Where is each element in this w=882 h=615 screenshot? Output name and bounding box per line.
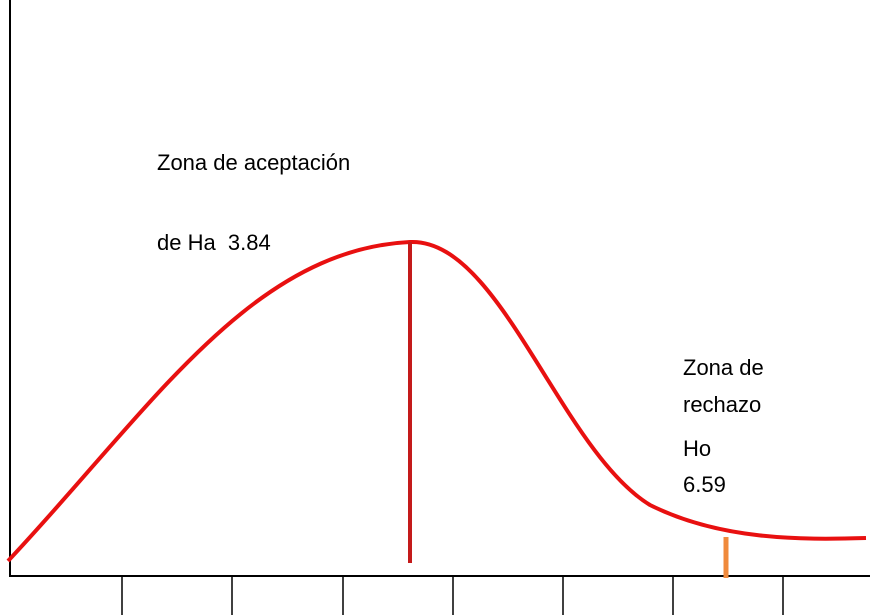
rejection-title: rechazo (683, 392, 761, 417)
distribution-curve (6, 239, 867, 563)
acceptance-title: Zona de aceptación (157, 150, 350, 175)
x-divisions (121, 576, 784, 615)
rejection-hypothesis: Ho (683, 436, 711, 461)
rejection-title: Zona de (683, 355, 764, 380)
acceptance-value: de Ha 3.84 (157, 230, 271, 255)
rejection-value: 6.59 (683, 472, 726, 497)
